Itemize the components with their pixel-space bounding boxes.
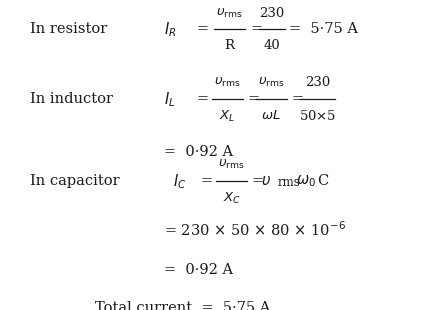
Text: =: =	[197, 92, 209, 106]
Text: Total current  =  5·75 A: Total current = 5·75 A	[95, 301, 270, 310]
Text: 230: 230	[259, 7, 284, 20]
Text: $I_L$: $I_L$	[164, 90, 175, 108]
Text: $\upsilon_{\rm rms}$: $\upsilon_{\rm rms}$	[216, 7, 243, 20]
Text: =: =	[291, 92, 303, 106]
Text: =: =	[250, 22, 262, 37]
Text: R: R	[224, 39, 235, 52]
Text: rms: rms	[277, 176, 300, 189]
Text: C: C	[317, 174, 328, 188]
Text: $\upsilon_{\rm rms}$: $\upsilon_{\rm rms}$	[218, 158, 245, 171]
Text: =: =	[247, 92, 259, 106]
Text: 50$\times$5: 50$\times$5	[299, 109, 336, 123]
Text: =: =	[197, 22, 209, 37]
Text: =: =	[201, 174, 213, 188]
Text: In inductor: In inductor	[30, 92, 113, 106]
Text: =  0·92 A: = 0·92 A	[164, 263, 233, 277]
Text: $X_L$: $X_L$	[219, 109, 235, 124]
Text: In resistor: In resistor	[30, 22, 108, 37]
Text: 40: 40	[264, 39, 280, 52]
Text: $\upsilon$: $\upsilon$	[261, 174, 271, 188]
Text: $X_C$: $X_C$	[222, 191, 241, 206]
Text: $I_R$: $I_R$	[164, 20, 177, 39]
Text: =  5·75 A: = 5·75 A	[289, 22, 358, 37]
Text: $I_C$: $I_C$	[173, 172, 186, 191]
Text: =: =	[251, 174, 264, 188]
Text: $\upsilon_{\rm rms}$: $\upsilon_{\rm rms}$	[214, 76, 241, 89]
Text: 230: 230	[305, 76, 330, 89]
Text: =  0·92 A: = 0·92 A	[164, 145, 233, 159]
Text: $\upsilon_{\rm rms}$: $\upsilon_{\rm rms}$	[258, 76, 285, 89]
Text: $\omega L$: $\omega L$	[261, 109, 281, 122]
Text: $\omega_0$: $\omega_0$	[296, 174, 316, 189]
Text: In capacitor: In capacitor	[30, 174, 120, 188]
Text: = 230 $\times$ 50 $\times$ 80 $\times$ 10$^{-6}$: = 230 $\times$ 50 $\times$ 80 $\times$ 1…	[164, 220, 346, 239]
